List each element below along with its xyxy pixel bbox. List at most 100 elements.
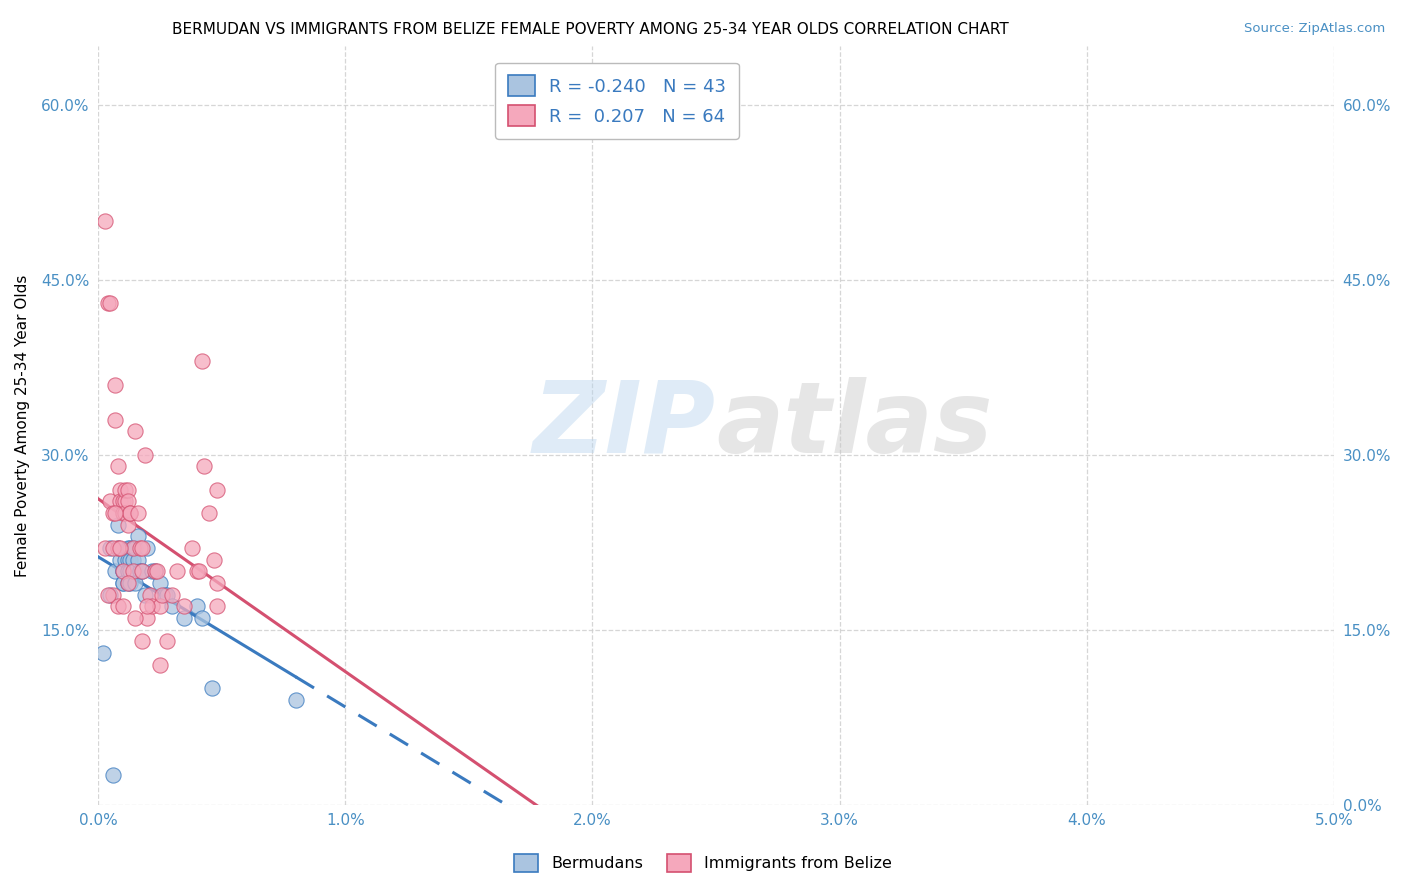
Point (173, 599, 195, 614)
Point (180, 541, 202, 555)
Point (98, 296, 121, 310)
Point (121, 541, 143, 555)
Point (120, 506, 142, 520)
Point (198, 506, 221, 520)
Point (149, 576, 172, 591)
Point (120, 552, 142, 566)
Point (117, 483, 139, 497)
Point (124, 541, 146, 555)
Point (121, 541, 143, 555)
Point (193, 459, 215, 474)
Point (284, 692, 307, 706)
Point (104, 564, 127, 578)
Point (127, 506, 149, 520)
Point (111, 576, 134, 591)
Point (121, 564, 143, 578)
Point (124, 576, 146, 591)
Point (124, 611, 146, 625)
Point (131, 564, 153, 578)
Point (136, 611, 159, 625)
Legend: R = -0.240   N = 43, R =  0.207   N = 64: R = -0.240 N = 43, R = 0.207 N = 64 (495, 62, 740, 139)
Point (136, 599, 159, 614)
Point (117, 552, 139, 566)
Point (121, 552, 143, 566)
Point (149, 599, 172, 614)
Point (104, 506, 127, 520)
Point (111, 564, 134, 578)
Point (205, 483, 228, 497)
Point (111, 564, 134, 578)
Point (156, 634, 179, 648)
Point (141, 564, 163, 578)
Point (117, 517, 139, 532)
Point (120, 541, 142, 555)
Point (131, 541, 153, 555)
Point (117, 576, 139, 591)
Point (136, 541, 159, 555)
Point (153, 588, 176, 602)
Point (114, 552, 136, 566)
Point (98, 494, 121, 508)
Point (124, 564, 146, 578)
Point (120, 576, 142, 591)
Point (101, 588, 124, 602)
Text: ZIP: ZIP (533, 377, 716, 474)
Point (191, 611, 214, 625)
Point (101, 506, 124, 520)
Point (127, 529, 149, 543)
Point (131, 564, 153, 578)
Point (141, 599, 163, 614)
Point (94, 214, 117, 228)
Point (129, 541, 152, 555)
Point (205, 576, 228, 591)
Point (111, 564, 134, 578)
Text: Source: ZipAtlas.com: Source: ZipAtlas.com (1244, 22, 1385, 36)
Text: atlas: atlas (716, 377, 993, 474)
Point (201, 681, 224, 695)
Point (91, 646, 114, 660)
Point (127, 552, 149, 566)
Point (111, 599, 134, 614)
Point (143, 564, 166, 578)
Point (120, 506, 142, 520)
Point (117, 564, 139, 578)
Point (94, 541, 117, 555)
Point (160, 588, 183, 602)
Point (173, 611, 195, 625)
Point (111, 576, 134, 591)
Legend: Bermudans, Immigrants from Belize: Bermudans, Immigrants from Belize (506, 847, 900, 880)
Point (186, 564, 208, 578)
Point (98, 588, 121, 602)
Point (107, 541, 129, 555)
Point (205, 599, 228, 614)
Point (114, 494, 136, 508)
Point (101, 768, 124, 782)
Point (108, 494, 131, 508)
Text: BERMUDAN VS IMMIGRANTS FROM BELIZE FEMALE POVERTY AMONG 25-34 YEAR OLDS CORRELAT: BERMUDAN VS IMMIGRANTS FROM BELIZE FEMAL… (172, 22, 1010, 37)
Point (97, 588, 120, 602)
Point (107, 517, 129, 532)
Point (107, 541, 129, 555)
Point (134, 588, 156, 602)
Point (129, 564, 152, 578)
Point (150, 588, 173, 602)
Point (131, 634, 153, 648)
Point (114, 483, 136, 497)
Point (202, 552, 225, 566)
Point (108, 541, 131, 555)
Point (191, 354, 214, 368)
Point (139, 588, 162, 602)
Point (149, 657, 172, 672)
Point (108, 483, 131, 497)
Point (117, 541, 139, 555)
Point (186, 599, 208, 614)
Point (124, 424, 146, 438)
Point (111, 506, 134, 520)
Point (114, 506, 136, 520)
Point (107, 459, 129, 474)
Point (120, 564, 142, 578)
Point (107, 599, 129, 614)
Point (166, 564, 188, 578)
Point (160, 599, 183, 614)
Point (108, 552, 131, 566)
